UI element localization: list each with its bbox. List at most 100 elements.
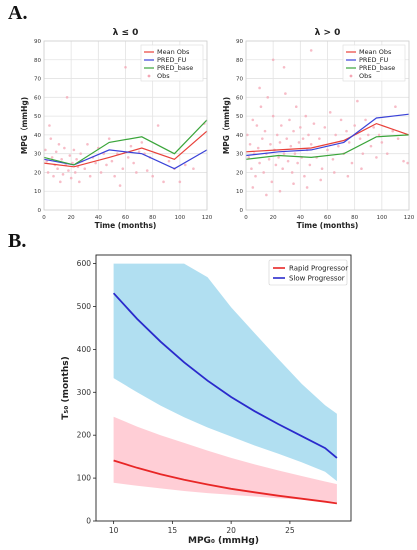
chart1-y-tick-label: 40 [236,133,243,139]
chart1-legend-label-0: Mean Obs [359,48,392,56]
chart0-obs-point [192,167,195,170]
chart0-y-tick-label: 50 [34,114,41,120]
chart1-obs-point [246,133,249,137]
chart0-x-tick-label: 100 [175,215,186,221]
chart1-legend-label-obs: Obs [359,72,372,80]
chart1-obs-point [290,171,294,174]
chart1-obs-point [377,133,381,137]
chart1-y-tick-label: 30 [236,152,243,158]
chart0-obs-point [140,141,144,144]
chart1-obs-point [326,148,329,152]
chart0-obs-point [151,174,154,178]
chart0-y-tick-label: 10 [34,189,41,195]
chart0-obs-point [94,161,97,165]
chart2-legend-label-0: Rapid Progressor [289,265,348,273]
chart1-obs-point [258,161,261,165]
chart0-obs-point [63,146,66,150]
chart1-obs-point [280,124,283,127]
chart1-obs-point [282,65,286,69]
chart0-y-tick-label: 30 [34,152,41,158]
chart0-y-tick-label: 20 [34,170,41,176]
chart1-obs-point [248,142,252,146]
chart1-y-tick-label: 70 [236,77,243,83]
panel-label-a: A. [8,2,28,24]
chart1-obs-point [356,99,359,103]
chart1-obs-point [299,126,302,129]
chart2-y-tick-label: 0 [86,517,91,526]
chart1-obs-point [305,186,309,189]
chart1-x-tick-label: 100 [377,215,388,221]
chart0-obs-point [110,159,114,163]
chart1-y-tick-label: 90 [236,39,243,45]
chart0-obs-point [124,65,127,69]
chart0-obs-point [75,158,78,161]
chart0-obs-point [107,137,111,140]
chart0-obs-point [135,171,138,174]
chart0-obs-point [54,150,58,154]
chart1-obs-point [369,144,373,148]
chart0-x-tick-label: 80 [149,215,156,221]
chart0-obs-point [105,163,108,167]
chart1-obs-point [266,96,270,99]
chart1-obs-point [358,137,362,140]
chart1-obs-point [319,178,323,182]
chart1-x-tick-label: 40 [297,215,304,221]
chart1-obs-point [309,49,313,52]
chart0-obs-point [49,137,53,140]
chart1-obs-point [292,182,295,186]
chart0-y-tick-label: 80 [34,58,41,64]
chart1-y-tick-label: 50 [236,114,243,120]
chart0-obs-point [73,171,77,174]
chart1-obs-point [323,126,327,129]
chart1-obs-point [271,58,275,62]
chart1-obs-point [267,158,271,161]
chart1-obs-point [256,146,260,150]
chart1-obs-point [304,114,308,118]
chart0-obs-point [57,142,61,146]
chart1-obs-point [380,141,384,144]
chart1-x-tick-label: 80 [351,215,358,221]
chart1-obs-point [278,141,282,144]
chart1-obs-point [406,161,409,165]
chart1-series-line-0 [245,122,410,153]
chart1-obs-point [360,167,363,170]
chart0-series-line-2 [43,119,208,166]
chart1-x-tick-label: 120 [404,215,415,221]
chart1-obs-point [346,174,350,178]
chart0-x-tick-label: 120 [202,215,213,221]
chart2-y-tick-label: 100 [77,474,92,483]
chart0-obs-point [68,154,72,157]
chart0-obs-point [178,180,182,184]
chart1-obs-point [347,141,351,144]
chart1-obs-point [301,137,305,140]
chart2-band-1 [113,263,337,482]
chart1-obs-point [251,186,255,189]
chart0-obs-point [126,156,130,159]
chart0-obs-point [46,171,50,174]
chart1-obs-point [309,142,313,146]
chart2-x-tick-label: 25 [285,526,295,535]
chart1-obs-point [396,137,400,140]
chart0-obs-point [132,161,135,165]
chart0-obs-point [129,144,133,148]
chart1-obs-point [345,129,348,133]
chart1-obs-point [288,118,291,122]
chart0-obs-point [44,148,47,152]
chart1-obs-point [394,105,397,109]
chart1-obs-point [274,163,278,167]
chart0-y-tick-label: 70 [34,77,41,83]
chart0-obs-point [79,152,82,155]
chart0-obs-point [48,124,51,127]
chart2-series-line-1 [112,292,338,459]
chart0-obs-point [65,96,69,99]
chart2-x-tick-label: 20 [226,526,236,535]
chart2-series-line-0 [113,459,338,505]
chart0-obs-point [61,173,65,176]
chart0-obs-point [78,180,81,184]
chart0-x-tick-label: 0 [42,215,46,221]
chart0-obs-point [156,124,160,127]
chart1-x-tick-label: 60 [324,215,331,221]
chart1-y-tick-label: 10 [236,189,243,195]
chart1-obs-point [285,137,289,140]
chart1-obs-point [250,167,253,170]
